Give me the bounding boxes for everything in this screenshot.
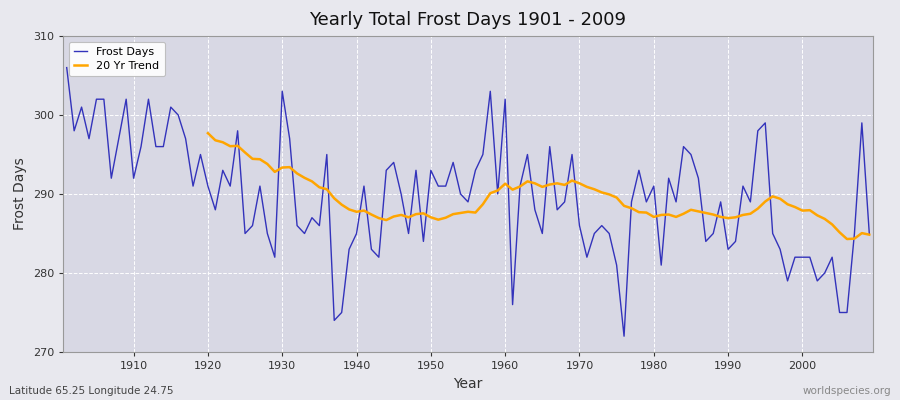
Line: Frost Days: Frost Days [67,68,869,336]
20 Yr Trend [292,171,302,176]
20 Yr Trend [202,131,213,136]
Title: Yearly Total Frost Days 1901 - 2009: Yearly Total Frost Days 1901 - 2009 [310,11,626,29]
Frost Days [121,97,131,102]
Frost Days [61,65,72,70]
20 Yr Trend [864,232,875,237]
20 Yr Trend [842,237,852,242]
Frost Days [500,97,510,102]
Frost Days [492,192,503,196]
20 Yr Trend [768,194,778,199]
Frost Days [328,318,339,323]
Frost Days [589,231,599,236]
Text: worldspecies.org: worldspecies.org [803,386,891,396]
20 Yr Trend [403,215,414,220]
Y-axis label: Frost Days: Frost Days [14,158,27,230]
20 Yr Trend [834,230,845,235]
Line: 20 Yr Trend: 20 Yr Trend [208,133,869,239]
Frost Days [864,231,875,236]
Frost Days [618,334,629,338]
Legend: Frost Days, 20 Yr Trend: Frost Days, 20 Yr Trend [68,42,165,76]
Frost Days [284,136,295,141]
20 Yr Trend [663,212,674,217]
20 Yr Trend [752,206,763,211]
X-axis label: Year: Year [454,376,482,390]
Text: Latitude 65.25 Longitude 24.75: Latitude 65.25 Longitude 24.75 [9,386,174,396]
